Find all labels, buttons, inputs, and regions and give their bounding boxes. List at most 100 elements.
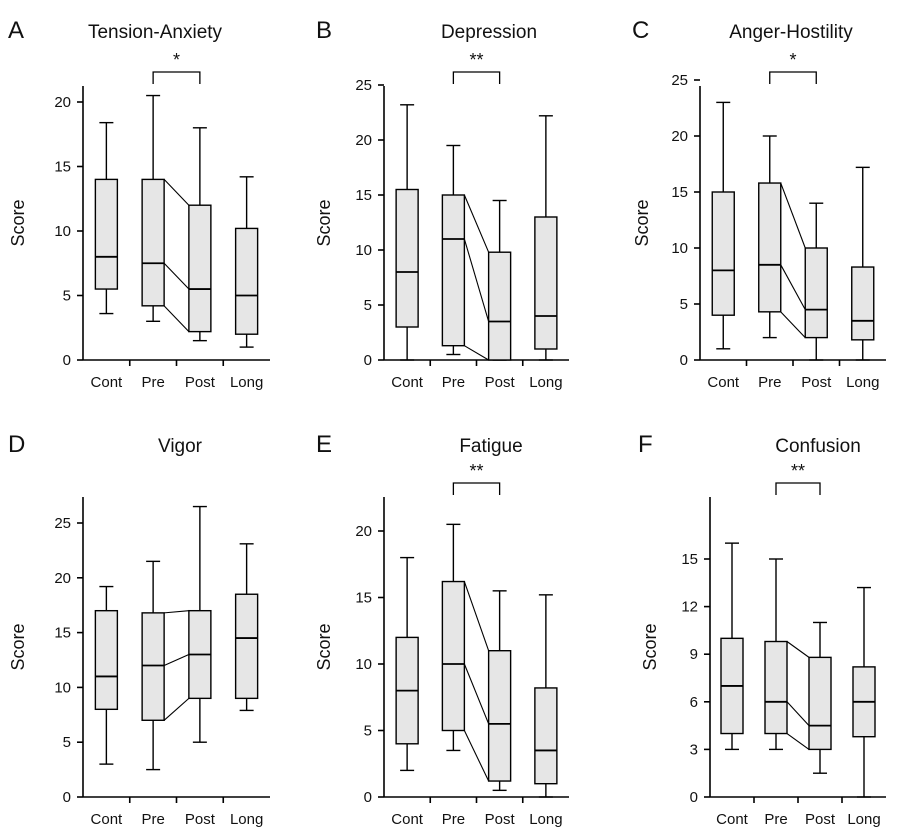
x-tick-label: Cont: [716, 811, 749, 828]
y-tick-label: 10: [54, 679, 71, 696]
box-post: [487, 199, 512, 361]
y-tick-label: 10: [355, 656, 372, 673]
x-tick-label: Cont: [391, 811, 424, 828]
box-cont: [720, 542, 744, 751]
panel-letter: B: [316, 17, 332, 44]
y-axis-label: Score: [640, 623, 660, 670]
y-tick-label: 6: [690, 694, 698, 711]
iqr-box: [441, 194, 466, 347]
panel-title: Depression: [441, 22, 537, 43]
x-tick-label: Long: [529, 374, 562, 391]
x-tick-label: Long: [847, 811, 880, 828]
y-tick-label: 15: [54, 159, 71, 176]
iqr-box: [758, 182, 782, 313]
y-axis-label: Score: [632, 199, 652, 246]
panel-a: A Tension-Anxiety Score 0 5 10 15 20 Cont Pre Post…: [8, 17, 270, 391]
iqr-box: [94, 609, 119, 711]
box-pre: [141, 94, 165, 322]
panel-letter: E: [316, 431, 332, 458]
iqr-box: [804, 247, 828, 339]
panel-title: Confusion: [775, 436, 861, 457]
y-tick-label: 12: [681, 599, 698, 616]
y-tick-label: 5: [63, 734, 71, 751]
box-post: [808, 621, 832, 774]
iqr-box: [711, 191, 735, 316]
y-tick-label: 25: [54, 515, 71, 532]
iqr-box: [808, 656, 832, 751]
paired-link-q1: [463, 730, 490, 782]
y-tick-label: 15: [681, 551, 698, 568]
x-tick-label: Cont: [391, 374, 424, 391]
box-pre: [764, 558, 788, 751]
paired-link-median: [163, 654, 190, 666]
paired-link-median: [163, 262, 190, 290]
panel-f: F Confusion Score 0 3 6 9 12 15 Cont Pre Post Long **: [638, 431, 886, 828]
y-tick-label: 0: [63, 789, 71, 806]
box-pre: [441, 144, 466, 356]
iqr-box: [764, 640, 788, 735]
panel-title: Vigor: [158, 436, 203, 457]
box-post: [804, 202, 828, 361]
y-tick-label: 10: [355, 242, 372, 259]
x-tick-label: Post: [185, 811, 216, 828]
box-long: [851, 166, 875, 361]
y-tick-label: 20: [54, 570, 71, 587]
significance-label: **: [791, 461, 805, 481]
paired-link-q1: [464, 345, 489, 361]
paired-link-median: [463, 663, 490, 725]
y-tick-label: 5: [63, 288, 71, 305]
box-long: [234, 176, 259, 348]
paired-link-q1: [163, 305, 190, 333]
box-pre: [758, 135, 782, 339]
panel-e: E Fatigue Score 0 5 10 15 20 Cont Pre Post Long **: [314, 431, 569, 828]
iqr-box: [487, 650, 512, 782]
y-tick-label: 20: [355, 132, 372, 149]
paired-link-median: [463, 238, 490, 322]
y-tick-label: 20: [355, 523, 372, 540]
x-tick-label: Post: [485, 811, 516, 828]
box-pre: [441, 523, 466, 752]
x-tick-label: Post: [801, 374, 832, 391]
panel-c: C Anger-Hostility Score 0 5 10 15 20 25 Cont Pre Po…: [632, 17, 886, 391]
box-cont: [711, 101, 735, 350]
iqr-box: [534, 687, 558, 785]
iqr-box: [395, 188, 419, 328]
box-cont: [94, 585, 119, 765]
x-tick-label: Long: [230, 811, 263, 828]
x-tick-label: Pre: [141, 811, 164, 828]
x-tick-label: Cont: [91, 374, 124, 391]
iqr-box: [851, 266, 875, 341]
paired-link-q3: [463, 581, 490, 651]
box-post: [487, 590, 512, 792]
y-axis-label: Score: [314, 623, 334, 670]
y-tick-label: 3: [690, 741, 698, 758]
y-tick-label: 25: [355, 77, 372, 94]
panel-title: Fatigue: [459, 436, 522, 457]
iqr-box: [141, 178, 165, 307]
box-cont: [94, 121, 119, 315]
y-tick-label: 0: [690, 789, 698, 806]
iqr-box: [234, 227, 259, 335]
x-tick-label: Pre: [141, 374, 164, 391]
paired-link-q1: [163, 697, 190, 721]
y-tick-label: 15: [355, 590, 372, 607]
significance-label: **: [469, 50, 483, 70]
significance-bracket: [452, 71, 501, 84]
y-axis-label: Score: [314, 199, 334, 246]
box-long: [534, 115, 558, 361]
panel-letter: A: [8, 17, 24, 44]
x-tick-label: Pre: [442, 374, 465, 391]
iqr-box: [441, 580, 466, 732]
y-tick-label: 9: [690, 646, 698, 663]
box-long: [534, 594, 558, 798]
x-tick-label: Cont: [707, 374, 740, 391]
panel-letter: D: [8, 431, 25, 458]
significance-bracket: [152, 71, 201, 84]
box-long: [852, 586, 876, 798]
y-tick-label: 15: [355, 187, 372, 204]
y-axis-label: Score: [8, 199, 28, 246]
x-tick-label: Long: [230, 374, 263, 391]
panel-d: D Vigor Score 0 5 10 15 20 25 Cont Pre Post Long: [8, 431, 270, 828]
paired-link-q1: [780, 311, 806, 338]
x-tick-label: Pre: [758, 374, 781, 391]
